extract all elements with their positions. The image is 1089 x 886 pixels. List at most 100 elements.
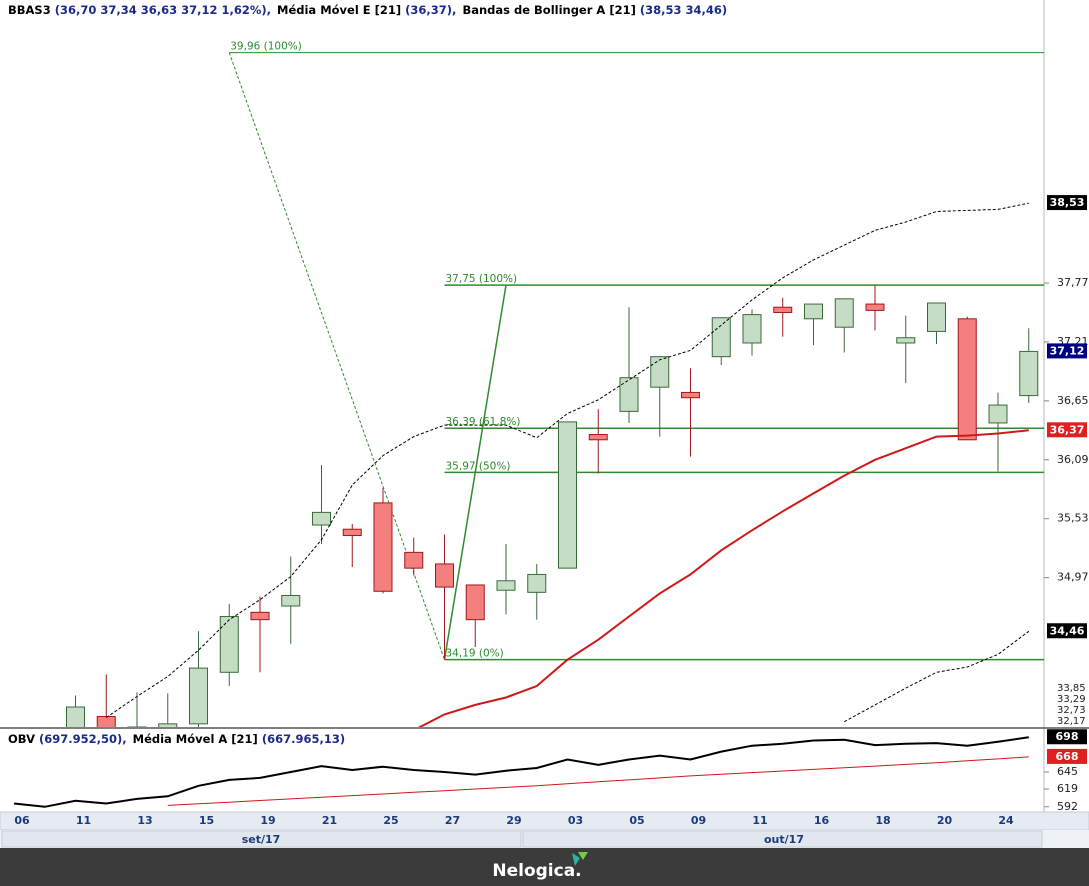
indicator-line	[13, 736, 1029, 808]
obv-y-tick-label: 592	[1057, 800, 1078, 813]
month-label: out/17	[764, 833, 804, 846]
x-tick-label: 13	[137, 814, 152, 827]
x-tick-label: 29	[506, 814, 521, 827]
candle-body	[219, 616, 239, 673]
candle-body	[988, 404, 1008, 424]
candle-body	[66, 706, 85, 727]
last-value-box	[1047, 422, 1087, 438]
candle-body	[773, 306, 793, 313]
last-value-box	[1047, 623, 1087, 639]
legend-values: (697.952,50),	[39, 732, 127, 746]
candle-body	[558, 421, 577, 569]
last-value-label: 34,46	[1050, 624, 1085, 637]
last-value-box	[1047, 195, 1087, 211]
x-tick-label: 05	[629, 814, 644, 827]
legend-name: OBV	[8, 732, 35, 746]
y-tick-label: 37,77	[1057, 276, 1089, 289]
y-tick-label: 36,09	[1057, 453, 1089, 466]
candle-body	[804, 303, 823, 320]
last-close-box	[1047, 343, 1087, 359]
legend: BBAS3 (36,70 37,34 36,63 37,12 1,62%), Méd…	[8, 3, 727, 17]
candle-body	[711, 317, 731, 358]
x-tick-label: 24	[998, 814, 1014, 827]
candle-body	[742, 314, 762, 344]
x-tick-label: 21	[322, 814, 337, 827]
x-tick-label: 06	[14, 814, 30, 827]
last-value-box	[1047, 748, 1087, 764]
candle-body	[957, 318, 977, 441]
x-tick-label: 19	[260, 814, 275, 827]
indicator-line	[417, 429, 1029, 727]
candle-body	[527, 573, 547, 593]
y-tick-label: 33,29	[1057, 694, 1086, 705]
legend-values: (38,53 34,46)	[640, 3, 727, 17]
x-axis-band	[0, 811, 1089, 831]
legend-name: Média Móvel E [21]	[277, 3, 401, 17]
legend-name: Média Móvel A [21]	[133, 732, 258, 746]
fib-trend	[443, 285, 507, 660]
x-tick-label: 11	[752, 814, 767, 827]
fib-label: 34,19 (0%)	[446, 648, 504, 660]
x-tick-label: 09	[691, 814, 706, 827]
y-tick-label: 34,97	[1057, 571, 1089, 584]
x-tick-label: 20	[937, 814, 953, 827]
month-box	[522, 830, 1043, 848]
last-value-label: 38,53	[1050, 196, 1085, 209]
candle-body	[96, 715, 116, 727]
fib-label: 35,97 (50%)	[446, 460, 511, 472]
obv-y-tick-label: 645	[1057, 765, 1078, 778]
x-tick-label: 15	[199, 814, 214, 827]
candle-body	[496, 580, 516, 591]
y-tick-label: 36,65	[1057, 394, 1089, 407]
x-tick-label: 18	[875, 814, 890, 827]
indicator-line	[167, 756, 1029, 806]
month-box	[1, 830, 522, 848]
month-label: set/17	[242, 833, 281, 846]
x-tick-label: 11	[76, 814, 91, 827]
candle-body	[189, 667, 208, 725]
x-tick-label: 25	[383, 814, 398, 827]
candle-body	[465, 584, 485, 621]
obv-y-tick-label: 619	[1057, 782, 1078, 795]
last-value-box	[1047, 729, 1087, 745]
candle-body	[865, 303, 885, 311]
candle-body	[681, 391, 700, 399]
candle-body	[927, 302, 946, 332]
candle-body	[619, 377, 639, 412]
obv-plot	[13, 736, 1029, 808]
y-tick-label: 35,53	[1057, 512, 1089, 525]
candle-body	[281, 594, 301, 607]
last-value-label: 698	[1056, 730, 1079, 743]
background	[0, 0, 1089, 848]
x-tick-label: 16	[814, 814, 830, 827]
candle-body	[342, 528, 362, 537]
legend-values: (36,37),	[405, 3, 456, 17]
legend-values: (36,70 37,34 36,63 37,12 1,62%),	[55, 3, 271, 17]
x-tick-label: 03	[568, 814, 583, 827]
overlay: BBAS3 (36,70 37,34 36,63 37,12 1,62%), Méd…	[8, 3, 1089, 847]
legend: OBV (697.952,50), Média Móvel A [21] (667.9…	[8, 732, 345, 746]
candle-body	[1019, 350, 1039, 397]
candle-body	[373, 502, 393, 592]
legend-name: Bandas de Bollinger A [21]	[462, 3, 635, 17]
candle-body	[650, 356, 670, 388]
brand-logo	[572, 852, 588, 866]
candle-body	[158, 723, 178, 727]
candle-body	[404, 551, 424, 569]
candle-body	[435, 563, 454, 588]
y-tick-label: 33,85	[1057, 683, 1086, 694]
y-tick-label: 32,17	[1057, 716, 1086, 727]
footer	[0, 848, 1089, 886]
fib-label: 39,96 (100%)	[230, 41, 302, 53]
last-value-label: 668	[1056, 750, 1079, 763]
brand-name: Nelogica.	[492, 861, 581, 881]
legend-values: (667.965,13)	[262, 732, 345, 746]
fib-label: 37,75 (100%)	[446, 273, 518, 285]
last-close-label: 37,12	[1050, 344, 1085, 357]
y-tick-label: 32,73	[1057, 705, 1086, 716]
candle-body	[312, 511, 331, 526]
last-value-label: 36,37	[1050, 423, 1085, 436]
candle-body	[834, 298, 854, 328]
legend-name: BBAS3	[8, 3, 51, 17]
